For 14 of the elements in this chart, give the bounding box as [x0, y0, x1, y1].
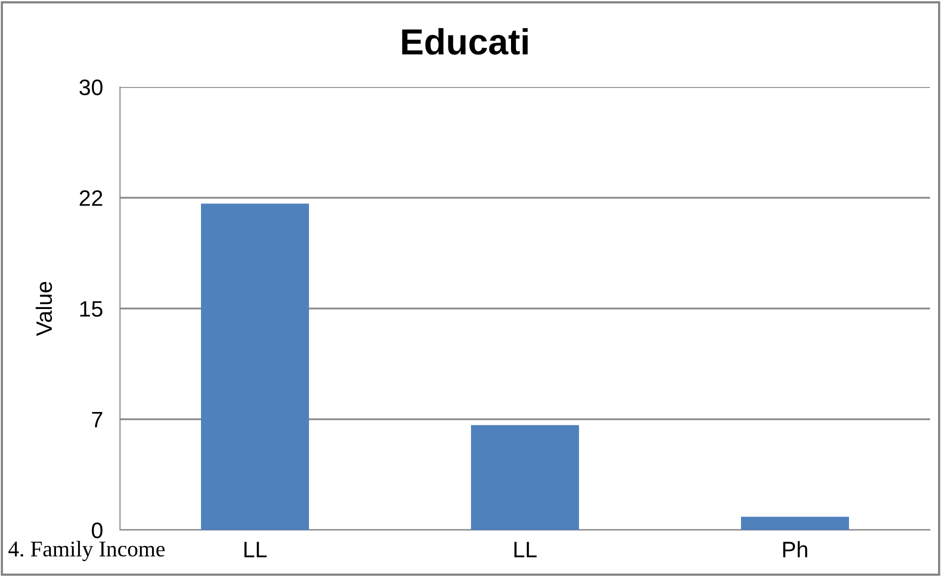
x-tick-label: LL — [244, 542, 267, 558]
y-tick-label: 15 — [80, 301, 102, 317]
bar — [471, 425, 579, 530]
x-tick-label: Ph — [783, 541, 808, 558]
chart-title: Educati — [402, 28, 528, 55]
text: 4. Family Income — [8, 540, 165, 562]
bar — [741, 516, 849, 530]
bar — [201, 204, 309, 530]
x-tick-label: LL — [514, 542, 537, 558]
y-tick-label: 30 — [79, 80, 102, 96]
y-axis-title: Value — [36, 282, 52, 336]
y-tick-label: 7 — [92, 412, 102, 428]
y-tick-label: 0 — [92, 522, 102, 538]
y-tick-label: 22 — [80, 190, 102, 206]
